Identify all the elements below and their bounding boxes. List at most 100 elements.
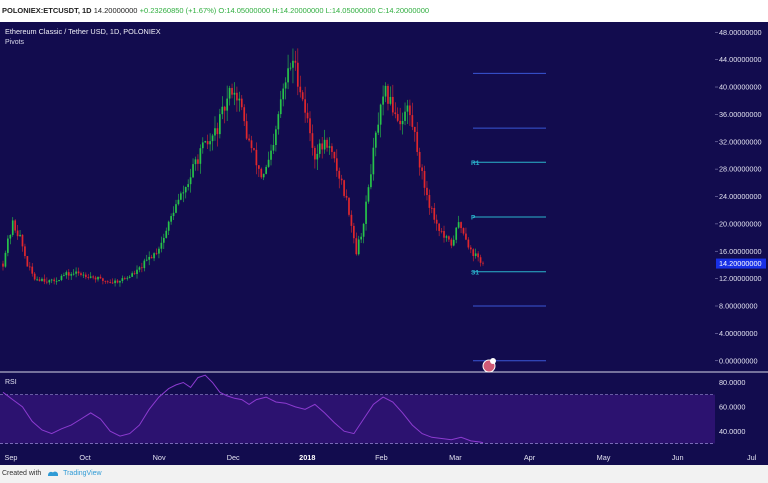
- pivot-lines: R1 P S1: [471, 72, 546, 362]
- candle-body: [438, 223, 440, 231]
- candle-body: [28, 266, 31, 268]
- candle-body: [404, 111, 406, 121]
- price-axis[interactable]: [715, 22, 768, 465]
- candle-body: [226, 98, 229, 111]
- time-tick-label: Jun: [672, 453, 684, 462]
- candle-body: [272, 145, 275, 151]
- candle-body: [158, 248, 160, 254]
- candle-body: [465, 233, 467, 240]
- candle-body: [72, 273, 75, 275]
- candle-body: [428, 195, 431, 208]
- time-tick-label: May: [597, 453, 611, 462]
- candle-body: [172, 212, 175, 217]
- candle-body: [189, 177, 192, 185]
- candle-body: [36, 279, 38, 281]
- time-axis[interactable]: [0, 447, 768, 465]
- candle-body: [374, 132, 377, 148]
- candle-body: [128, 276, 131, 278]
- candle-body: [82, 274, 85, 276]
- chart-title: Ethereum Classic / Tether USD, 1D, POLON…: [5, 27, 161, 36]
- event-badge-icon[interactable]: [482, 358, 496, 373]
- candle-body: [216, 128, 219, 135]
- candle-body: [448, 236, 450, 240]
- candle-body: [304, 99, 306, 113]
- candle-body: [450, 239, 453, 246]
- candle-body: [14, 220, 17, 231]
- time-tick-label: Oct: [79, 453, 90, 462]
- candle-body: [406, 105, 409, 112]
- candle-body: [109, 282, 112, 283]
- candle-body: [257, 165, 260, 169]
- chart-svg[interactable]: R1 P S1 48.00000000 44.00000000 40.00000000 3…: [0, 22, 768, 465]
- candle-body: [9, 234, 12, 239]
- candle-body: [243, 107, 246, 122]
- candle-body: [89, 276, 92, 278]
- tradingview-link[interactable]: TradingView: [63, 470, 102, 477]
- high-value: H:14.20000000: [272, 6, 324, 15]
- candle-body: [411, 115, 414, 127]
- candle-body: [409, 105, 411, 116]
- candle-body: [262, 173, 265, 178]
- candle-body: [270, 150, 272, 160]
- candle-body: [462, 228, 465, 234]
- price-tick-label: 32.00000000: [719, 137, 762, 146]
- candle-body: [343, 180, 345, 196]
- rsi-axis-ticks: 80.0000 60.0000 40.0000: [719, 378, 745, 436]
- candle-body: [416, 131, 419, 152]
- candle-body: [423, 170, 426, 188]
- candle-body: [338, 170, 341, 179]
- candle-body: [238, 98, 241, 101]
- rsi-tick-label: 60.0000: [719, 402, 745, 411]
- candle-body: [11, 220, 14, 235]
- candle-body: [365, 201, 367, 224]
- candle-body: [275, 129, 277, 146]
- candle-body: [192, 164, 194, 178]
- candle-body: [2, 263, 4, 267]
- last-price: 14.20000000: [93, 6, 138, 15]
- candle-body: [33, 273, 36, 280]
- candle-body: [99, 276, 102, 279]
- candle-body: [452, 239, 455, 246]
- candle-body: [236, 92, 238, 101]
- candle-body: [197, 159, 199, 164]
- candle-body: [138, 267, 141, 270]
- candle-body: [377, 124, 380, 133]
- candle-body: [80, 273, 82, 276]
- candle-body: [48, 280, 51, 283]
- candle-body: [333, 151, 336, 159]
- price-tick-label: 40.00000000: [719, 83, 762, 92]
- candle-body: [131, 273, 133, 277]
- candle-body: [148, 256, 151, 260]
- candle-body: [141, 267, 143, 269]
- candle-body: [391, 96, 394, 113]
- candle-body: [372, 147, 375, 175]
- candle-body: [219, 114, 221, 135]
- candles: [2, 48, 484, 287]
- candle-body: [119, 281, 121, 283]
- candle-body: [472, 249, 475, 256]
- candle-body: [345, 195, 348, 198]
- candle-body: [430, 207, 433, 209]
- rsi-tick-label: 80.0000: [719, 378, 745, 387]
- candle-body: [114, 280, 116, 284]
- candle-body: [233, 92, 236, 95]
- candle-body: [38, 279, 41, 281]
- symbol-label[interactable]: POLONIEX:ETCUSDT, 1D: [2, 6, 92, 15]
- footer: Created with TradingView: [0, 465, 768, 483]
- time-tick-label: Nov: [153, 453, 166, 462]
- candle-body: [477, 253, 479, 258]
- price-tick-label: 0.00000000: [719, 356, 758, 365]
- candle-body: [394, 112, 397, 115]
- candle-body: [309, 118, 311, 134]
- candle-body: [399, 120, 402, 125]
- chart-area[interactable]: R1 P S1 48.00000000 44.00000000 40.00000000 3…: [0, 22, 768, 465]
- candle-body: [87, 277, 90, 278]
- candle-body: [355, 238, 358, 255]
- candle-body: [301, 92, 304, 100]
- candle-body: [306, 112, 309, 119]
- price-tick-label: 24.00000000: [719, 192, 762, 201]
- time-tick-label: Mar: [449, 453, 462, 462]
- candle-body: [421, 167, 423, 171]
- candle-body: [145, 259, 148, 261]
- rsi-pane-label: RSI: [5, 379, 17, 386]
